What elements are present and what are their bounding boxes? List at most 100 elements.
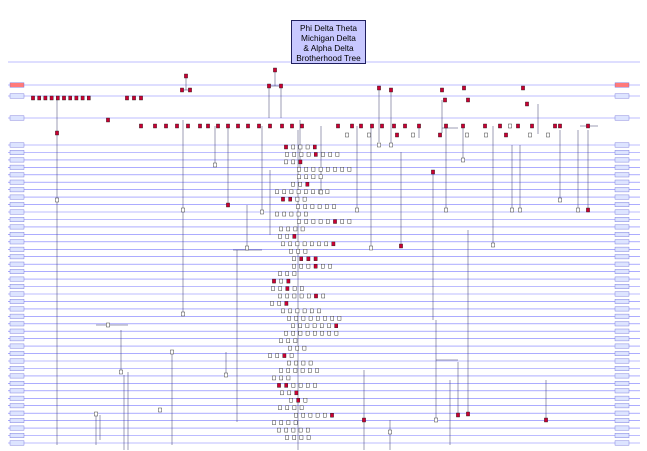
member-node [308,360,313,366]
member-node [292,271,297,276]
year-box-left [9,299,25,304]
member-node [139,123,143,129]
member-node [330,316,335,321]
member-node [280,390,284,396]
member-node [246,123,250,129]
member-node [318,167,323,172]
member-node [49,95,54,101]
year-box-left [9,93,25,99]
member-node [288,345,292,351]
year-box-right [614,336,630,342]
member-node [461,157,465,163]
member-node [299,152,304,157]
member-node [206,123,210,129]
year-box-right [614,381,630,386]
member-node [306,427,310,433]
member-node [272,420,276,425]
member-node [362,417,366,423]
member-node [586,123,590,129]
year-box-left [9,150,25,155]
member-node [286,375,291,381]
member-node [294,413,298,418]
member-node [504,132,508,138]
member-node [288,308,293,314]
year-box-left [9,179,25,185]
member-node [289,353,294,358]
year-box-left [9,157,25,163]
member-node [318,219,323,224]
year-box-right [614,284,630,289]
member-node [198,123,202,129]
member-node [37,95,41,101]
year-box-right [614,395,630,401]
year-box-right [614,187,630,193]
member-node [483,123,487,129]
member-node [291,159,296,165]
member-node [465,132,469,138]
member-node [304,189,308,194]
member-node [132,95,136,101]
member-node [508,123,512,129]
year-box-left [9,291,25,297]
member-node [226,202,230,208]
member-node [300,368,305,373]
member-node [293,338,298,343]
member-node [403,123,407,129]
year-box-left [9,381,25,386]
member-node [417,123,421,129]
member-node [285,405,290,410]
member-node [94,411,98,417]
member-node [389,142,393,148]
member-node [288,241,293,247]
member-node [268,353,272,358]
year-box-right [614,276,630,282]
year-box-right [614,269,630,274]
year-box-left [9,217,25,222]
year-box-left [9,239,25,245]
year-box-right [614,351,630,356]
member-node [279,368,283,373]
member-node [321,152,325,157]
member-node [299,435,304,440]
year-box-left [9,388,25,394]
member-node [466,97,470,103]
member-node [279,83,283,89]
member-node [431,169,435,175]
member-node [306,256,311,261]
member-node [377,142,381,148]
member-node [518,207,522,213]
member-node [336,123,340,129]
year-box-left [9,187,25,193]
member-node [285,234,290,239]
title-line-2: Michigan Delta [301,33,356,43]
member-node [291,323,295,328]
member-node [304,167,309,172]
year-box-right [614,388,630,394]
member-node [224,372,228,378]
member-node [303,249,308,254]
member-node [275,189,279,194]
member-node [326,167,330,172]
year-box-left [9,261,25,267]
year-box-left [9,209,25,215]
year-box-left [9,254,25,260]
member-node [530,123,534,129]
member-node [299,293,304,299]
member-node [317,308,321,314]
member-node [324,241,329,247]
member-node [278,286,283,291]
member-node [316,316,320,321]
member-node [528,132,532,138]
member-node [285,286,290,291]
member-node [296,204,300,209]
member-node [284,144,288,150]
year-box-right [614,366,630,371]
year-box-left [9,358,25,364]
member-node [284,159,288,165]
member-node [226,123,230,129]
member-node [284,301,289,306]
member-node [273,67,277,73]
member-node [289,189,294,194]
member-node [278,293,282,299]
member-node [180,87,184,93]
